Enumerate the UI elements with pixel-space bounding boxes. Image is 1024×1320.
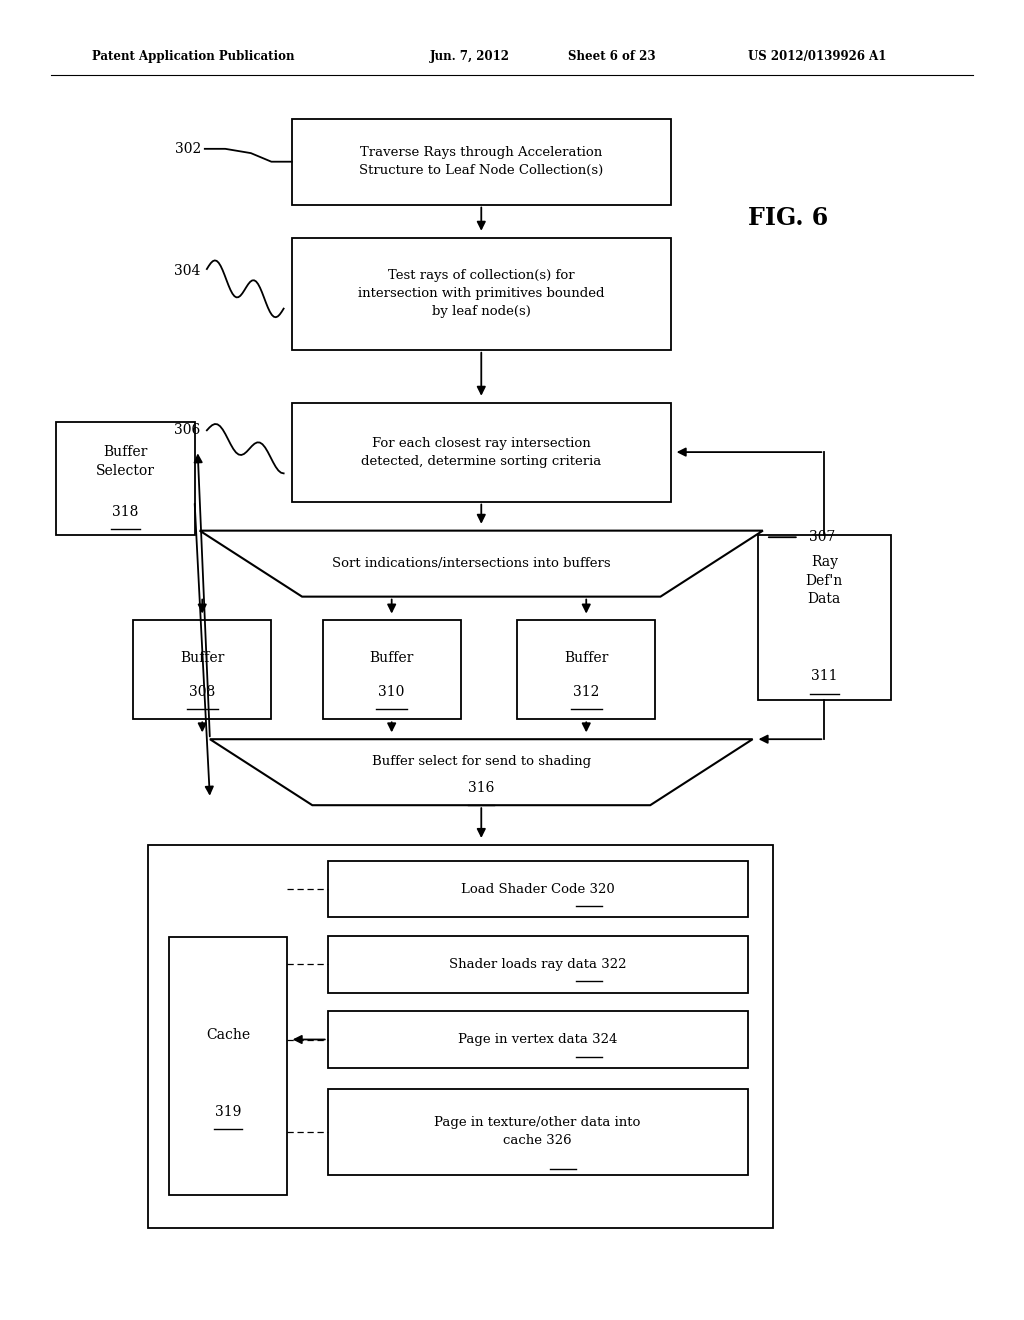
Text: Cache: Cache [206,1028,250,1041]
Text: Traverse Rays through Acceleration
Structure to Leaf Node Collection(s): Traverse Rays through Acceleration Struc… [359,147,603,177]
Text: Shader loads ray data 322: Shader loads ray data 322 [449,958,627,970]
Text: Load Shader Code 320: Load Shader Code 320 [461,883,614,895]
Text: Ray
Def'n
Data: Ray Def'n Data [806,556,843,606]
Text: Test rays of collection(s) for
intersection with primitives bounded
by leaf node: Test rays of collection(s) for intersect… [358,269,604,318]
Text: 302: 302 [175,141,202,156]
FancyBboxPatch shape [169,937,287,1195]
Text: Buffer select for send to shading: Buffer select for send to shading [372,755,591,768]
FancyBboxPatch shape [323,620,461,719]
Text: Sort indications/intersections into buffers: Sort indications/intersections into buff… [332,557,610,570]
FancyBboxPatch shape [292,238,671,350]
FancyBboxPatch shape [133,620,271,719]
Text: Page in texture/other data into
cache 326: Page in texture/other data into cache 32… [434,1117,641,1147]
Text: 316: 316 [468,781,495,795]
FancyBboxPatch shape [328,1089,748,1175]
FancyBboxPatch shape [148,845,773,1228]
FancyBboxPatch shape [292,403,671,502]
Text: 307: 307 [809,531,836,544]
Text: 312: 312 [573,685,599,698]
Text: Buffer: Buffer [370,651,414,665]
Text: Sheet 6 of 23: Sheet 6 of 23 [568,50,656,63]
Text: 306: 306 [174,424,201,437]
FancyBboxPatch shape [328,1011,748,1068]
Polygon shape [210,739,753,805]
Text: For each closest ray intersection
detected, determine sorting criteria: For each closest ray intersection detect… [361,437,601,467]
Text: 319: 319 [215,1105,241,1119]
FancyBboxPatch shape [328,861,748,917]
Text: 310: 310 [379,685,404,698]
Text: Page in vertex data 324: Page in vertex data 324 [458,1034,617,1045]
FancyBboxPatch shape [328,936,748,993]
Text: FIG. 6: FIG. 6 [748,206,827,230]
Text: 304: 304 [174,264,201,279]
Text: Jun. 7, 2012: Jun. 7, 2012 [430,50,510,63]
Polygon shape [200,531,763,597]
FancyBboxPatch shape [758,535,891,700]
FancyBboxPatch shape [517,620,655,719]
Text: US 2012/0139926 A1: US 2012/0139926 A1 [748,50,886,63]
FancyBboxPatch shape [56,422,195,535]
Text: Buffer
Selector: Buffer Selector [96,445,155,478]
Text: Buffer: Buffer [180,651,224,665]
Text: Buffer: Buffer [564,651,608,665]
FancyBboxPatch shape [292,119,671,205]
Text: 311: 311 [811,669,838,684]
Text: Patent Application Publication: Patent Application Publication [92,50,295,63]
Text: 308: 308 [189,685,215,698]
Text: 318: 318 [113,506,138,519]
